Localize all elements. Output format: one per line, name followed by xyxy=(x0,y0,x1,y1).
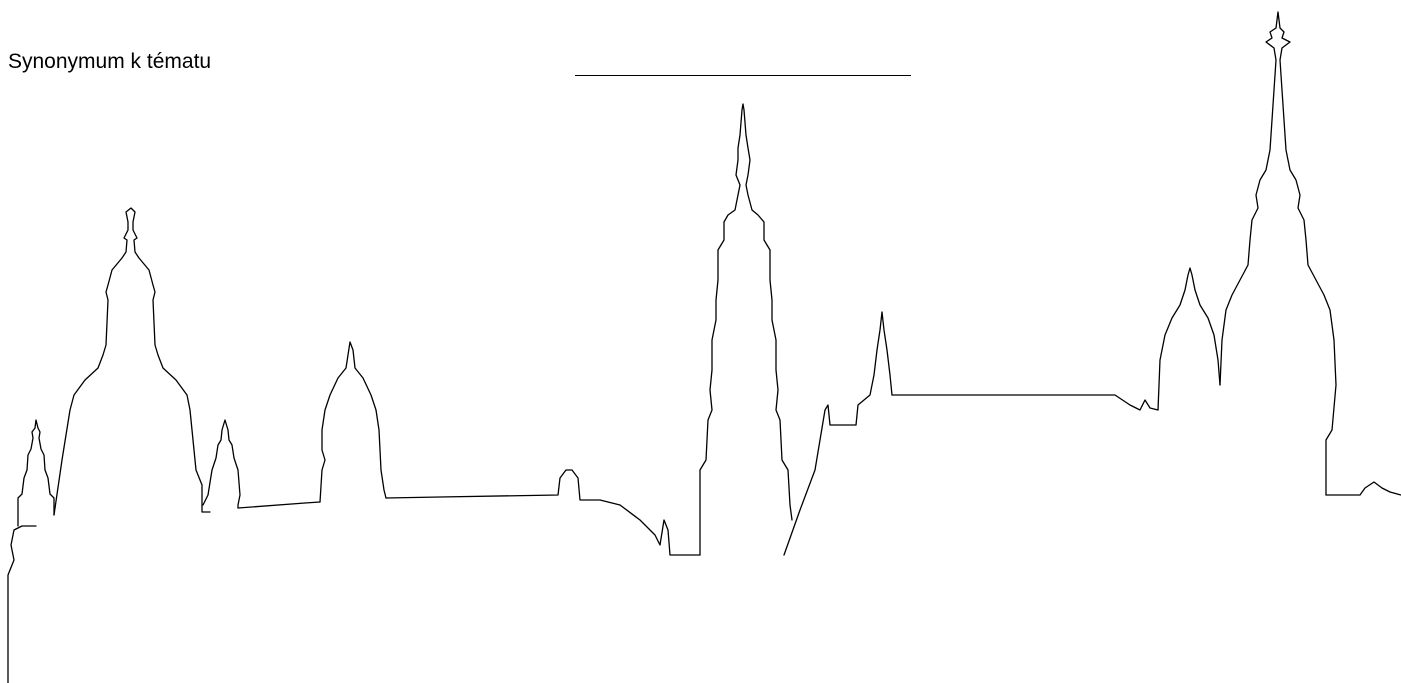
great-dome-church xyxy=(53,207,211,516)
left-small-tower xyxy=(17,419,55,527)
roofline-segment-2 xyxy=(385,469,621,506)
tallest-right-tower xyxy=(1219,11,1337,496)
roofline-segment-1 xyxy=(237,501,321,509)
skyline-left-edge xyxy=(7,525,37,683)
tall-central-tower xyxy=(699,103,793,556)
skyline-right-tail xyxy=(1325,481,1401,496)
medium-dome-tower xyxy=(319,341,387,503)
castle-long-roof xyxy=(891,394,1159,411)
answer-blank-line[interactable] xyxy=(575,75,911,76)
descending-ramp xyxy=(619,504,701,556)
prompt-label: Synonymum k tématu xyxy=(8,50,212,73)
bridge-slope xyxy=(783,311,893,556)
right-small-spire xyxy=(1157,267,1221,411)
small-tower-right-of-dome xyxy=(202,419,241,509)
